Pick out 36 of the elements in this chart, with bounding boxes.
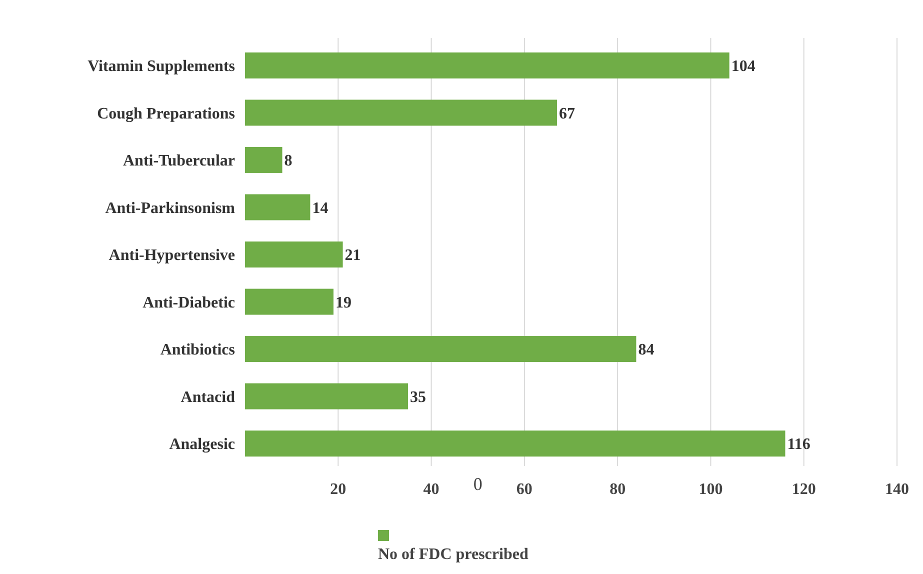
data-label: 35 xyxy=(410,388,426,406)
bar xyxy=(245,336,636,362)
x-tick-label: 20 xyxy=(330,481,346,498)
y-tick-label: Anti-Diabetic xyxy=(142,294,235,312)
y-tick-label: Antibiotics xyxy=(160,342,235,359)
x-tick-label: 80 xyxy=(610,481,626,498)
x-tick-label: 40 xyxy=(423,481,440,498)
text: 0 xyxy=(473,474,482,494)
x-tick-label: 120 xyxy=(792,481,816,498)
x-tick-label: 60 xyxy=(516,481,532,498)
x-tick-label: 100 xyxy=(698,481,723,498)
data-label: 67 xyxy=(559,105,576,122)
data-label: 19 xyxy=(335,294,352,312)
data-label: 14 xyxy=(312,200,328,217)
data-label: 104 xyxy=(731,58,756,76)
data-label: 116 xyxy=(787,436,810,454)
bar xyxy=(245,288,334,315)
y-tick-label: Cough Preparations xyxy=(97,105,235,122)
bar xyxy=(245,52,730,78)
y-tick-label: Anti-Tubercular xyxy=(122,152,235,170)
y-tick-label: Antacid xyxy=(180,388,236,406)
y-tick-label: Anti-Hypertensive xyxy=(108,247,235,264)
bar xyxy=(245,194,310,220)
x-tick-label: 140 xyxy=(885,481,909,498)
data-label: 21 xyxy=(344,247,361,264)
bar xyxy=(245,146,282,173)
data-label: 8 xyxy=(284,152,292,170)
y-tick-label: Anti-Parkinsonism xyxy=(105,200,236,217)
y-tick-label: Vitamin Supplements xyxy=(88,58,235,76)
bar xyxy=(245,383,408,410)
bar xyxy=(245,430,786,457)
legend-label: No of FDC prescribed xyxy=(378,546,528,563)
data-label: 84 xyxy=(638,342,654,359)
bar xyxy=(245,242,343,268)
y-tick-label: Analgesic xyxy=(169,436,235,454)
bar xyxy=(245,100,558,126)
